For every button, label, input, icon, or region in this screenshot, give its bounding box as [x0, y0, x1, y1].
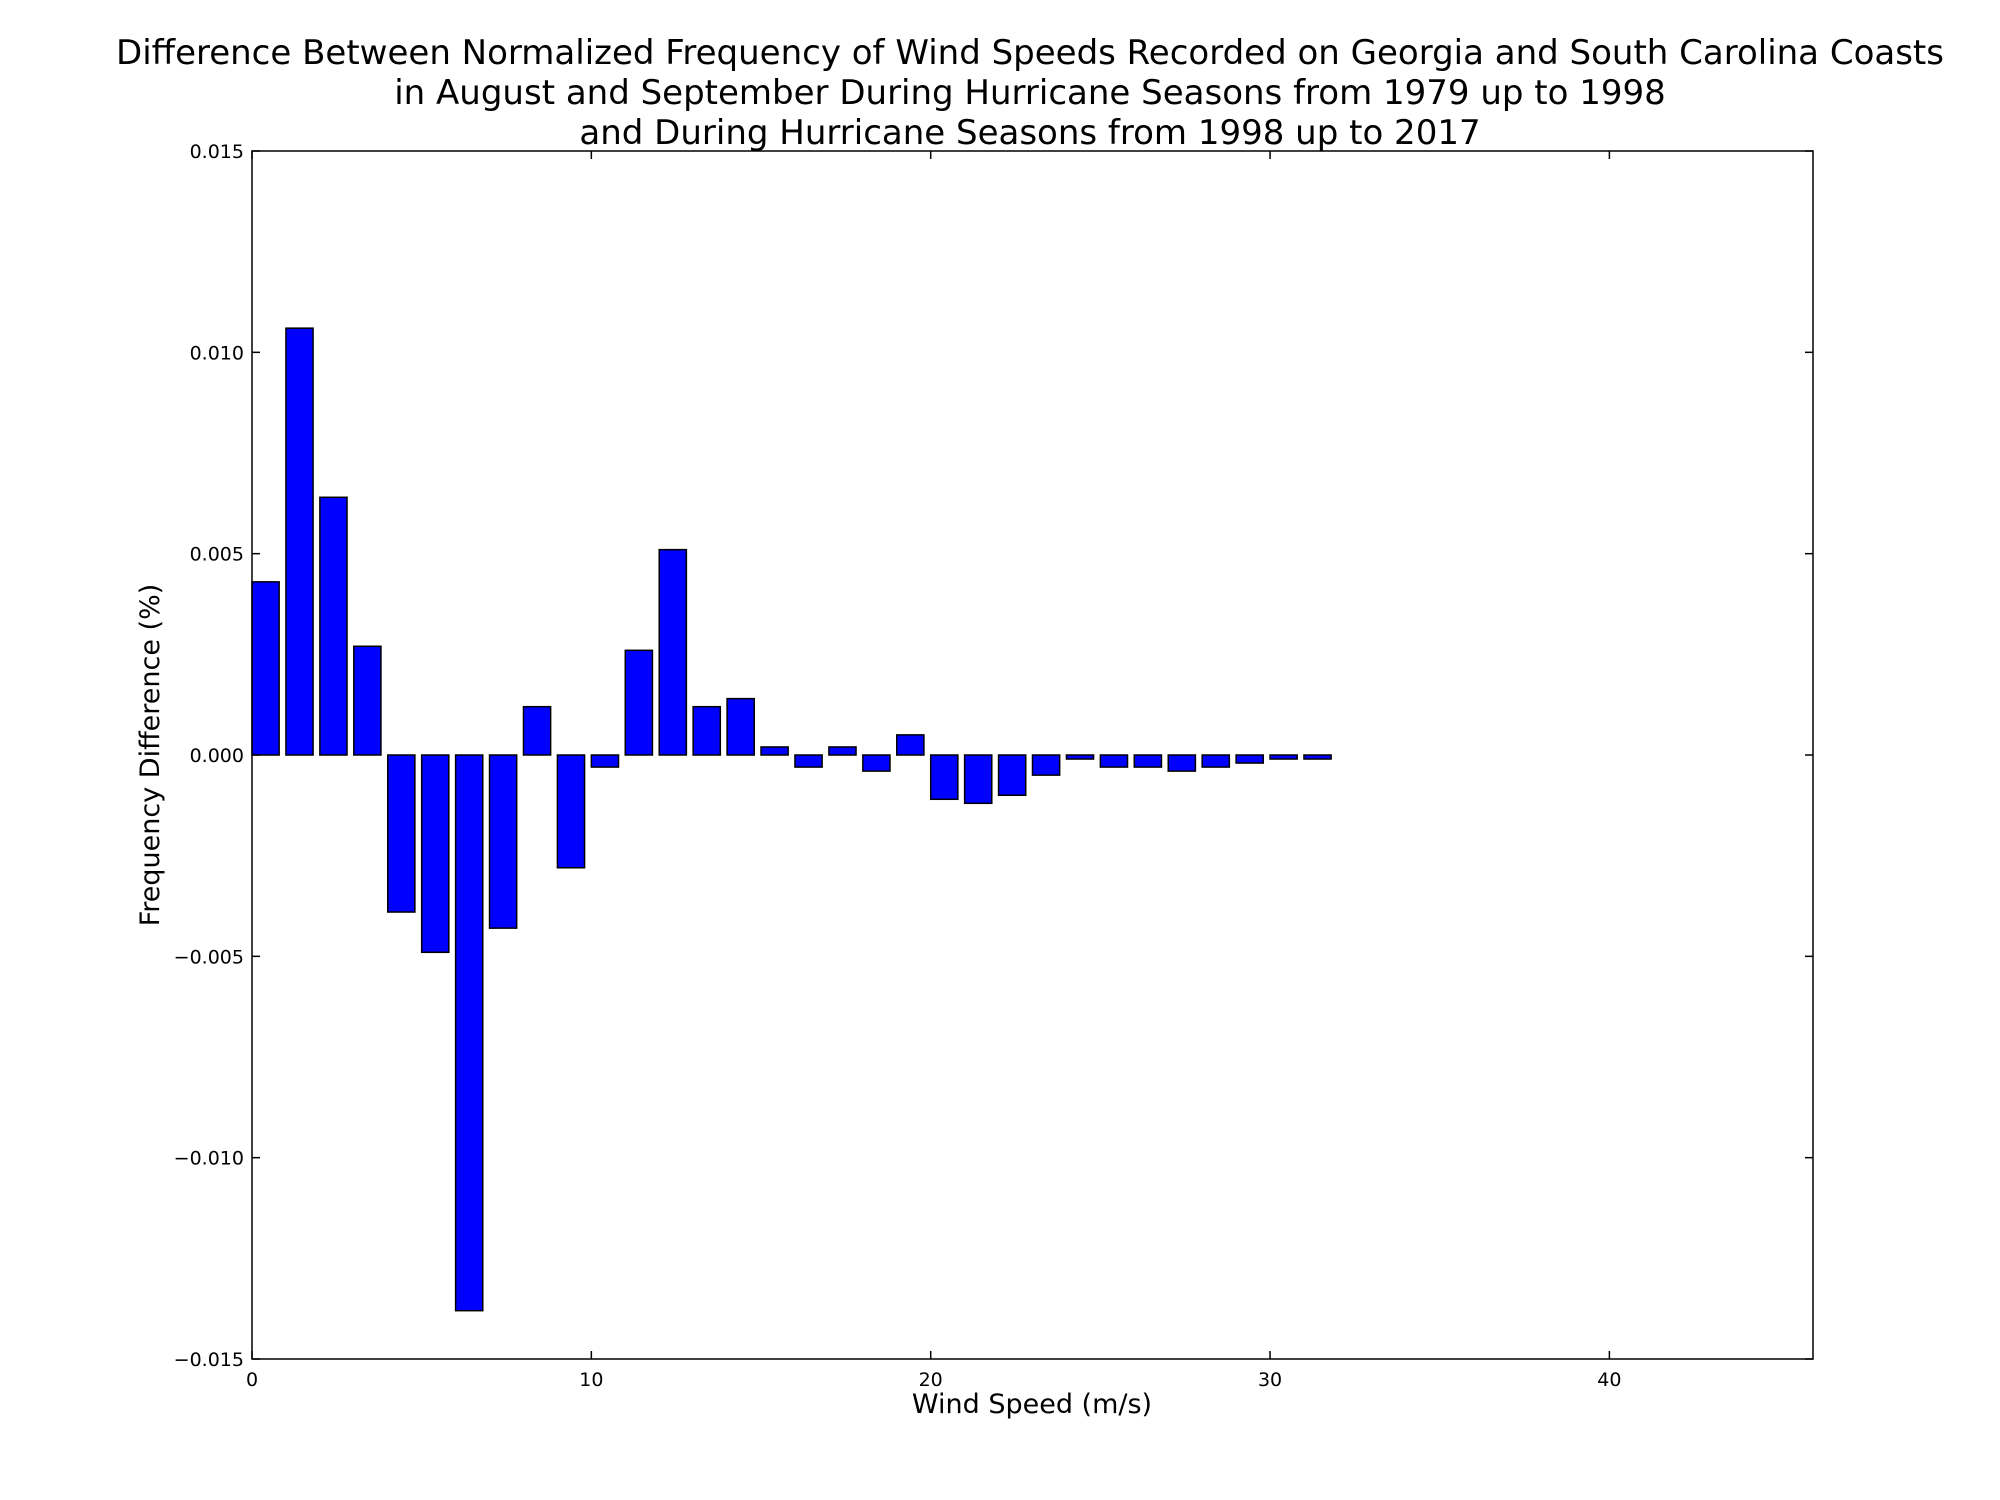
bar [896, 734, 925, 756]
bar [1269, 754, 1298, 760]
x-tick-label: 10 [579, 1369, 603, 1391]
chart-title-line-1: Difference Between Normalized Frequency … [116, 33, 1944, 73]
y-tick-label: −0.005 [174, 946, 244, 968]
bar-series [251, 327, 1332, 1312]
bar [726, 697, 755, 756]
bar [319, 496, 348, 756]
y-tick-label: 0.015 [190, 141, 244, 163]
y-axis: −0.015 −0.010 −0.005 0.000 0.005 0.010 0.015 [174, 141, 1813, 1371]
bar [963, 754, 993, 805]
y-axis-label: Frequency Difference (%) [135, 584, 166, 927]
bar [1303, 754, 1332, 760]
bar [624, 649, 654, 756]
x-tick-label: 0 [246, 1369, 258, 1391]
y-tick-label: −0.015 [174, 1349, 244, 1371]
bar [590, 754, 620, 768]
bar [251, 581, 280, 756]
bar [760, 746, 789, 756]
bar [1065, 754, 1095, 760]
bar [556, 754, 586, 869]
bar [1235, 754, 1265, 764]
y-tick-label: 0.005 [190, 544, 244, 566]
bar [488, 754, 518, 929]
bar [828, 746, 857, 756]
x-axis: 0 10 20 30 40 [246, 151, 1621, 1391]
x-tick-label: 20 [919, 1369, 943, 1391]
bar [454, 754, 484, 1312]
bar [386, 754, 416, 913]
bar [794, 754, 823, 768]
bar [1031, 754, 1061, 776]
chart-title-line-2: in August and September During Hurricane… [394, 73, 1666, 113]
y-tick-label: 0.000 [190, 745, 244, 767]
bar [862, 754, 891, 772]
x-tick-label: 30 [1258, 1369, 1282, 1391]
bar [285, 327, 314, 756]
y-tick-label: −0.010 [174, 1148, 244, 1170]
bar [1099, 754, 1129, 768]
y-tick-label: 0.010 [190, 342, 244, 364]
x-tick-label: 40 [1597, 1369, 1621, 1391]
bar [420, 754, 450, 954]
bar [658, 548, 688, 756]
bar [997, 754, 1027, 797]
bar [353, 645, 382, 756]
bar [692, 705, 722, 756]
bar [1201, 754, 1231, 768]
bar [929, 754, 959, 801]
x-axis-label: Wind Speed (m/s) [912, 1389, 1152, 1420]
bar [522, 705, 552, 756]
chart-title-line-3: and During Hurricane Seasons from 1998 u… [579, 113, 1480, 153]
bar [1133, 754, 1163, 768]
chart-title: Difference Between Normalized Frequency … [116, 33, 1944, 153]
bar [1167, 754, 1197, 772]
